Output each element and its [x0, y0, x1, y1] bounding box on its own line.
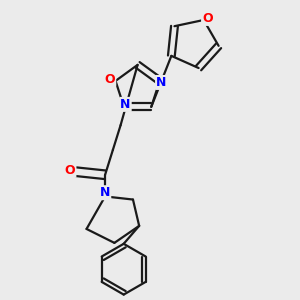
- Text: O: O: [202, 12, 213, 25]
- Text: N: N: [120, 98, 131, 111]
- Text: O: O: [105, 73, 115, 86]
- Text: N: N: [100, 186, 110, 199]
- Text: N: N: [156, 76, 166, 89]
- Text: O: O: [65, 164, 75, 177]
